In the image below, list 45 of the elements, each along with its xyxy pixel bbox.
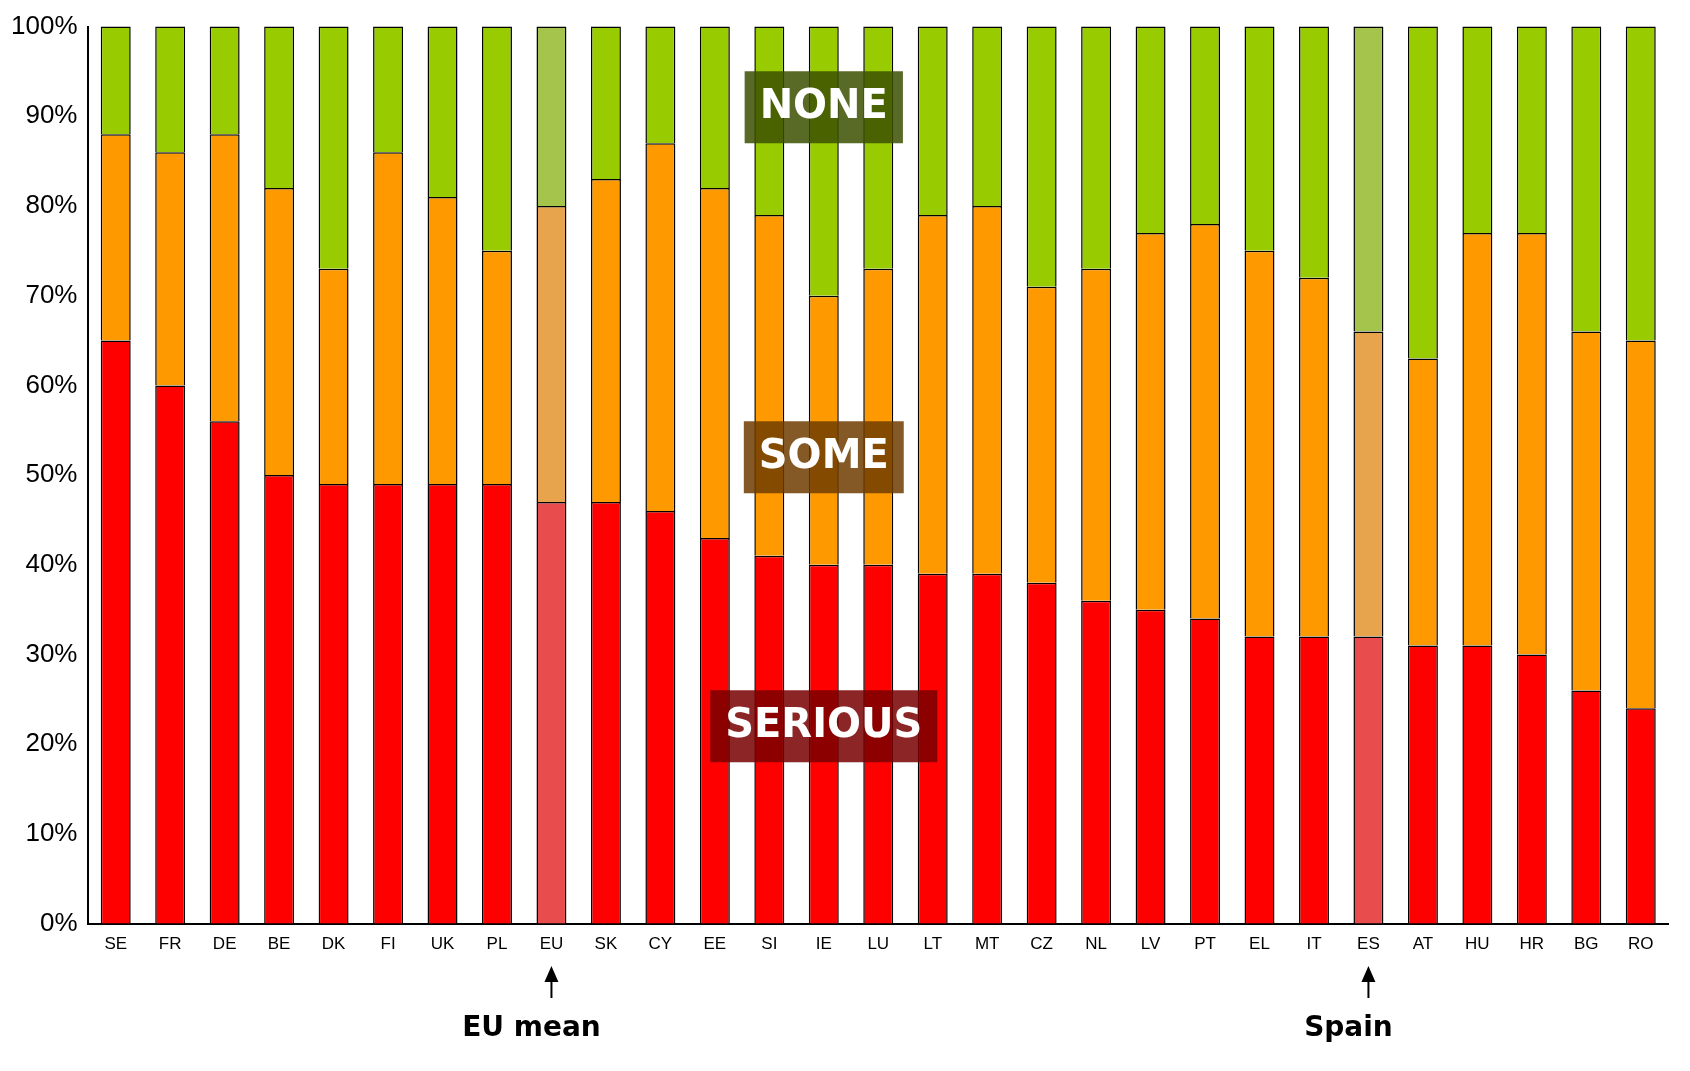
x-tick-label: MT xyxy=(974,934,1000,954)
x-tick-label: LU xyxy=(867,934,890,954)
y-tick-label: 90% xyxy=(25,99,78,130)
x-tick-label: SK xyxy=(594,934,618,954)
y-tick-label: 0% xyxy=(39,906,78,937)
x-tick-label: BE xyxy=(267,934,291,954)
x-tick-label: EE xyxy=(703,934,727,954)
x-tick-label: DK xyxy=(321,934,347,954)
x-tick-label: DE xyxy=(212,934,237,954)
x-tick-label: HU xyxy=(1465,934,1490,954)
series-label: SOME xyxy=(758,430,889,477)
x-tick-label: AT xyxy=(1412,934,1434,954)
series-label: SERIOUS xyxy=(725,699,923,746)
y-tick-label: 60% xyxy=(25,368,78,399)
y-tick-label: 20% xyxy=(25,727,78,758)
x-tick-label: CY xyxy=(648,934,673,954)
series-label: NONE xyxy=(759,80,888,127)
x-tick-label: HR xyxy=(1519,934,1545,954)
x-tick-label: FI xyxy=(380,934,396,954)
y-tick-label: 50% xyxy=(25,458,78,489)
y-tick-label: 70% xyxy=(25,278,78,309)
x-tick-label: LV xyxy=(1140,934,1161,954)
x-tick-label: PL xyxy=(486,934,508,954)
text: EU mean xyxy=(462,1010,601,1043)
x-tick-label: SE xyxy=(104,934,128,954)
x-tick-label: RO xyxy=(1628,934,1654,954)
x-tick-label: ES xyxy=(1357,934,1380,954)
y-tick-label: 30% xyxy=(25,637,78,668)
y-tick-label: 80% xyxy=(25,189,78,220)
text: Spain xyxy=(1304,1010,1393,1043)
x-tick-label: IE xyxy=(815,934,832,954)
x-tick-label: NL xyxy=(1085,934,1107,954)
y-tick-label: 10% xyxy=(25,817,78,848)
x-tick-label: EU xyxy=(539,934,564,954)
x-tick-label: FR xyxy=(158,934,182,954)
x-tick-label: SI xyxy=(761,934,778,954)
x-tick-label: EL xyxy=(1249,934,1270,954)
x-tick-label: IT xyxy=(1306,934,1322,954)
x-tick-label: PT xyxy=(1194,934,1216,954)
x-tick-label: UK xyxy=(430,934,455,954)
x-tick-label: BG xyxy=(1574,934,1599,954)
x-tick-label: LT xyxy=(923,934,942,954)
x-tick-label: CZ xyxy=(1030,934,1053,954)
y-tick-label: 40% xyxy=(25,547,78,578)
y-tick-label: 100% xyxy=(11,9,78,40)
